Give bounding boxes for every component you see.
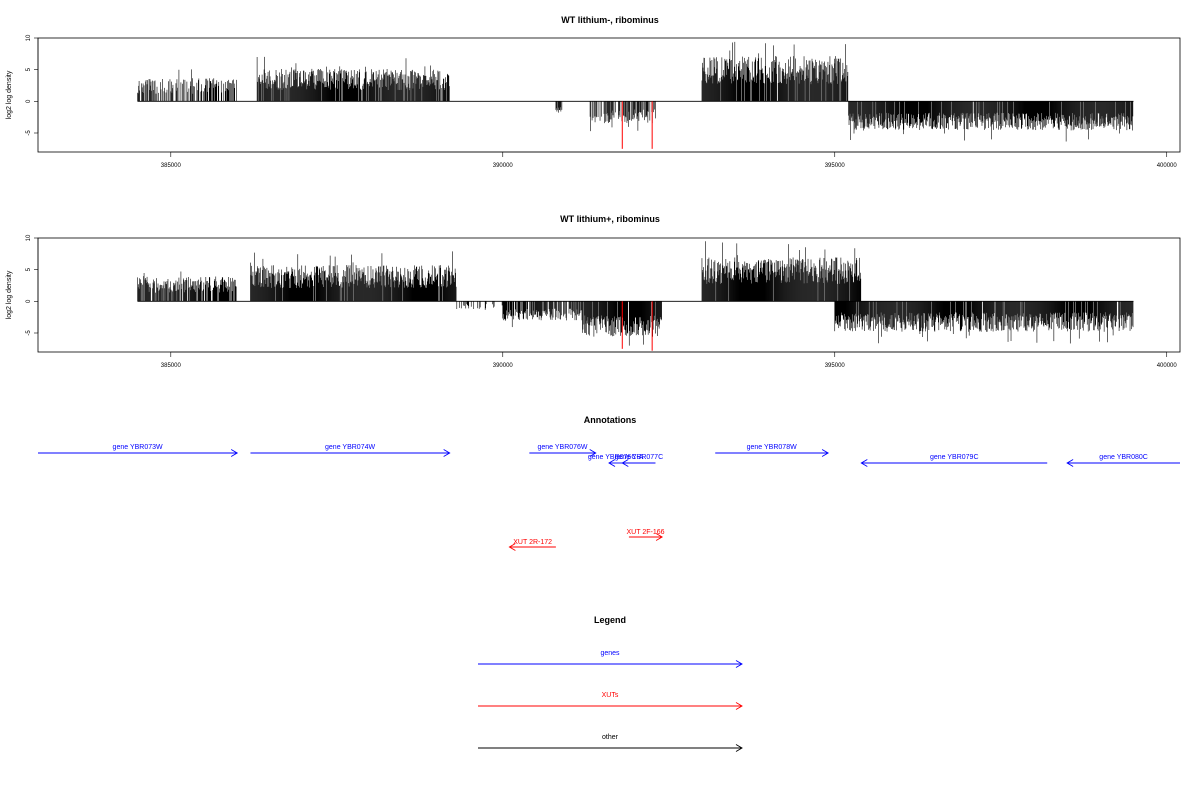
x-tick-label: 385000 [161,363,182,369]
xut-arrow-head [508,543,516,551]
coverage-bars [137,41,1134,149]
legend-arrow-head [735,660,743,668]
gene-label: gene YBR076C-A [588,454,644,461]
y-tick-label: -5 [26,330,32,336]
gene-label: gene YBR079C [930,454,979,461]
xut-arrow-head [655,533,664,541]
gene-label: gene YBR073W [113,444,163,451]
gene-arrow-head [1066,459,1074,467]
x-axis: 385000 390000 395000 400000 [161,351,1178,369]
legend-arrow-head [735,744,743,752]
y-axis-label: log2 log density [6,270,13,319]
x-tick-label: 400000 [1157,363,1178,369]
y-tick-label: 10 [26,34,32,41]
chart-title: WT lithium-, ribominus [561,15,659,25]
x-tick-label: 400000 [1157,163,1178,169]
annotations-track: Annotations gene YBR073W gene YBR074W gene… [38,415,1180,551]
y-axis-label: log2 log density [6,70,13,119]
xut-label: XUT 2F-166 [627,529,665,536]
legend-label: XUTs [602,692,619,699]
gene-arrow-head [608,459,616,467]
y-axis: 10 5 0 -5 [26,234,39,336]
legend-items: genes XUTs other [478,650,743,752]
gene-arrow-head [621,459,629,467]
gene-arrow-head [230,449,239,457]
x-tick-label: 390000 [493,363,514,369]
annotation-features: gene YBR073W gene YBR074W gene YBR076Wgene… [38,444,1180,551]
y-tick-label: -5 [26,130,32,136]
y-tick-label: 10 [26,234,32,241]
x-tick-label: 390000 [493,163,514,169]
x-tick-label: 395000 [825,363,846,369]
panel-lithium-minus: WT lithium-, ribominus log2 log density … [6,15,1181,169]
gene-arrow-head [589,449,597,457]
y-tick-label: 0 [26,299,32,303]
y-tick-label: 5 [26,267,32,271]
x-axis: 385000 390000 395000 400000 [161,151,1178,169]
gene-label: gene YBR076W [537,444,587,451]
xut-label: XUT 2R-172 [513,539,552,546]
y-tick-label: 5 [26,67,32,71]
y-axis: 10 5 0 -5 [26,34,39,136]
gene-arrow-head [821,449,829,457]
x-tick-label: 385000 [161,163,182,169]
gene-arrow-head [860,459,868,467]
legend-label: genes [600,650,620,657]
panel-lithium-plus: WT lithium+, ribominus log2 log density … [6,214,1181,369]
legend: Legend genes XUTs other [478,615,743,752]
legend-label: other [602,734,619,741]
legend-arrow-head [735,702,743,710]
gene-arrow-head [443,449,451,457]
gene-label: gene YBR074W [325,444,375,451]
y-tick-label: 0 [26,99,32,103]
gene-label: gene YBR078W [747,444,797,451]
coverage-bars [137,241,1134,351]
gene-label: gene YBR080C [1099,454,1148,461]
gene-label: gene YBR077C [615,454,664,461]
annotations-title: Annotations [584,415,637,425]
legend-title: Legend [594,615,626,625]
x-tick-label: 395000 [825,163,846,169]
chart-title: WT lithium+, ribominus [560,214,660,224]
